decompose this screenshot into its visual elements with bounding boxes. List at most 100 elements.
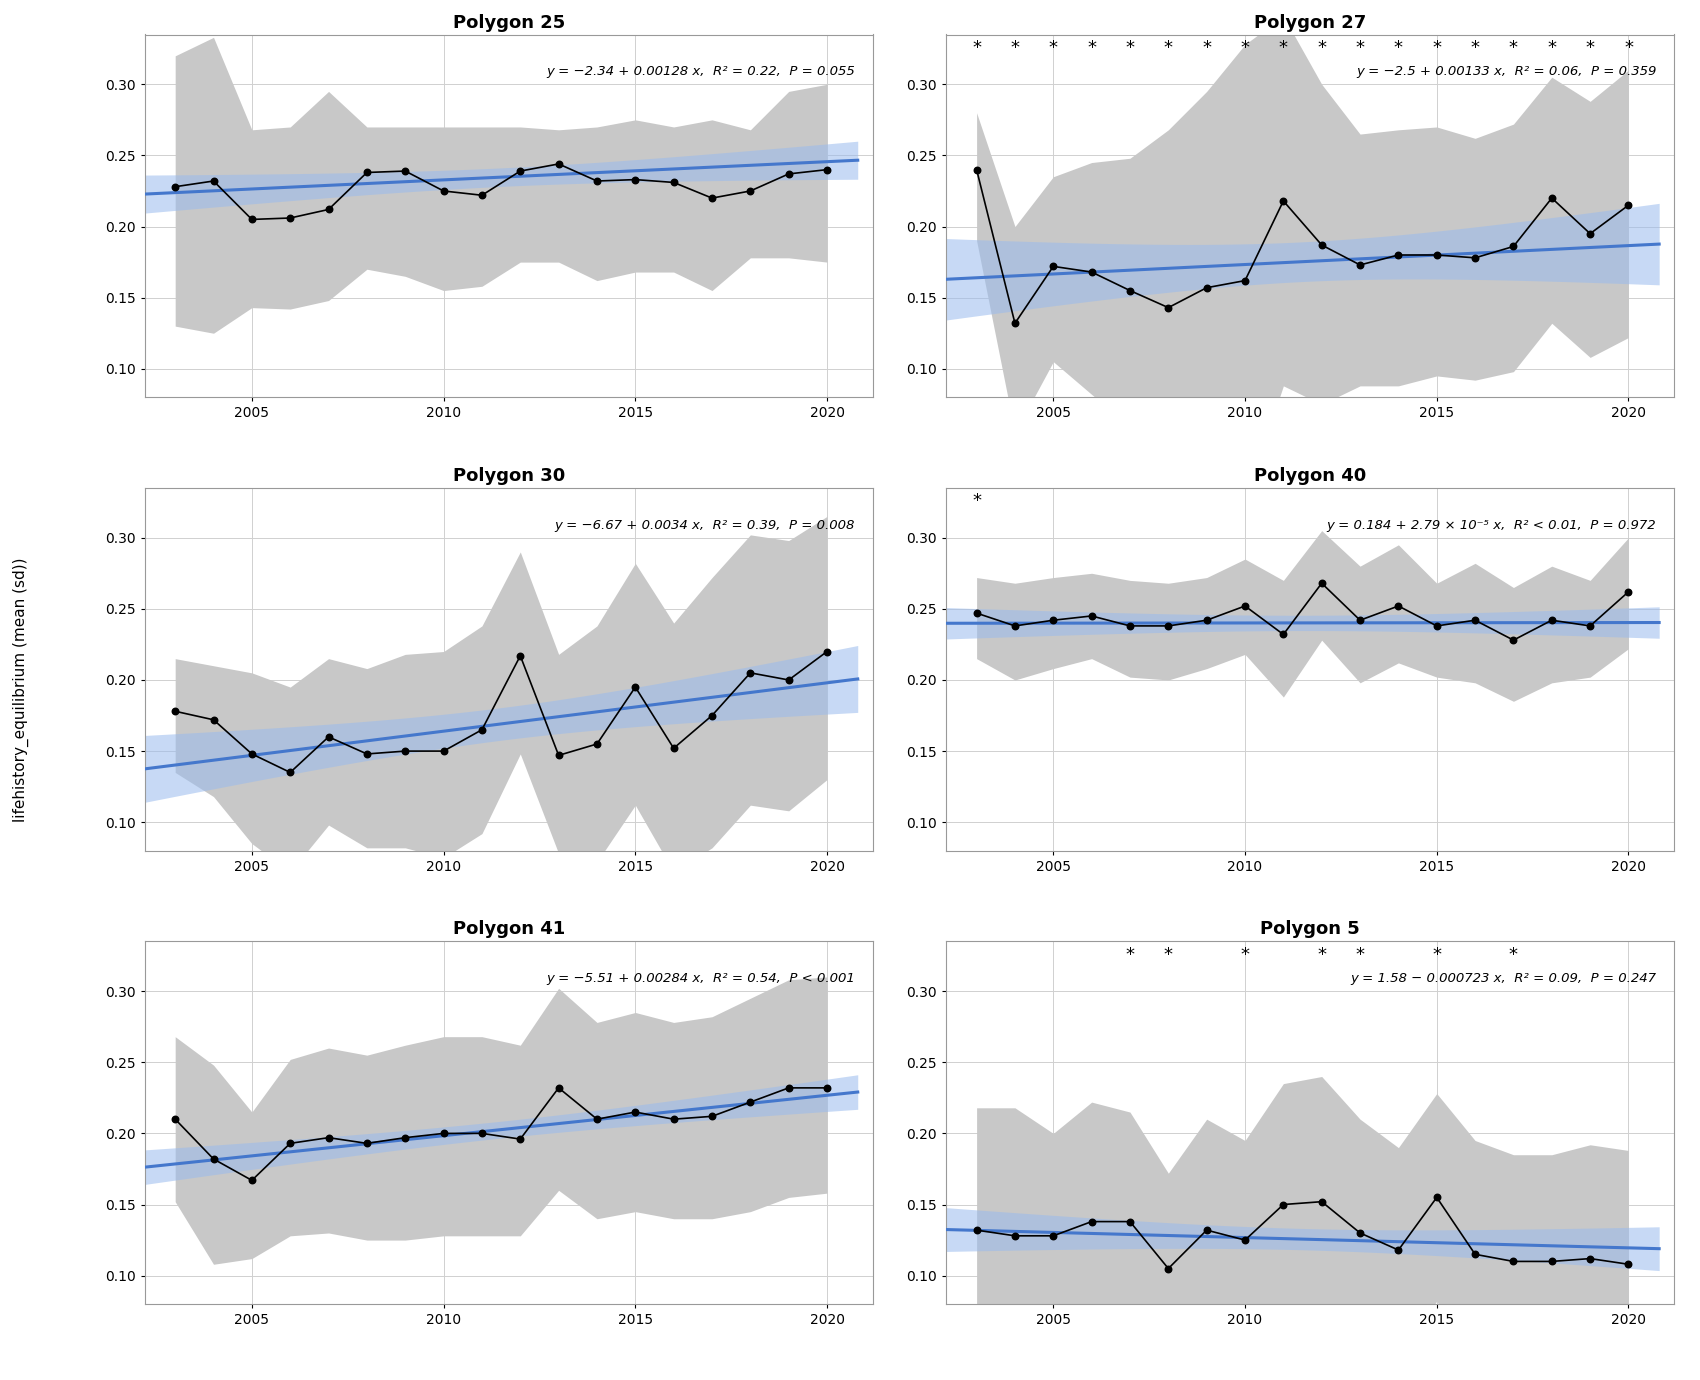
Text: *: * [1125, 945, 1134, 963]
Point [962, 1219, 989, 1241]
Point [430, 740, 457, 762]
Point [1154, 297, 1182, 319]
Point [238, 208, 265, 230]
Point [1040, 609, 1068, 631]
Text: y = −2.5 + 0.00133 x,  R² = 0.06,  P = 0.359: y = −2.5 + 0.00133 x, R² = 0.06, P = 0.3… [1357, 65, 1656, 79]
Title: Polygon 30: Polygon 30 [452, 466, 564, 484]
Point [162, 1108, 189, 1130]
Point [277, 762, 304, 784]
Point [314, 726, 342, 748]
Point [1615, 581, 1642, 603]
Point [1386, 1239, 1413, 1261]
Point [699, 188, 726, 210]
Text: *: * [1470, 39, 1479, 57]
Text: *: * [1586, 39, 1595, 57]
Point [1193, 609, 1221, 631]
Point [1270, 624, 1297, 646]
Point [962, 602, 989, 624]
Point [1001, 312, 1028, 334]
Text: *: * [1318, 39, 1326, 57]
Title: Polygon 27: Polygon 27 [1255, 14, 1367, 32]
Point [507, 644, 534, 667]
Point [468, 719, 495, 741]
Point [1270, 190, 1297, 213]
Point [277, 1133, 304, 1155]
Text: y = −2.34 + 0.00128 x,  R² = 0.22,  P = 0.055: y = −2.34 + 0.00128 x, R² = 0.22, P = 0.… [546, 65, 855, 79]
Point [546, 744, 573, 766]
Point [1193, 1219, 1221, 1241]
Point [430, 179, 457, 201]
Text: *: * [1049, 39, 1057, 57]
Point [1576, 615, 1603, 638]
Point [1576, 1248, 1603, 1270]
Point [1538, 188, 1566, 210]
Point [775, 669, 802, 691]
Point [314, 1126, 342, 1148]
Point [162, 700, 189, 722]
Text: *: * [1125, 39, 1134, 57]
Point [622, 168, 649, 190]
Point [238, 742, 265, 765]
Point [1117, 280, 1144, 302]
Point [1117, 615, 1144, 638]
Point [1423, 1187, 1450, 1209]
Text: *: * [972, 39, 981, 57]
Point [1499, 629, 1527, 651]
Point [1386, 595, 1413, 617]
Point [507, 160, 534, 182]
Point [1615, 195, 1642, 217]
Point [1193, 276, 1221, 298]
Point [1462, 247, 1489, 269]
Text: *: * [1164, 39, 1173, 57]
Text: *: * [1355, 945, 1365, 963]
Point [354, 161, 381, 184]
Point [238, 1169, 265, 1191]
Point [1462, 1243, 1489, 1265]
Point [660, 171, 687, 193]
Point [1346, 254, 1374, 276]
Point [1040, 1225, 1068, 1248]
Text: *: * [1241, 945, 1250, 963]
Point [1346, 609, 1374, 631]
Text: *: * [1278, 39, 1289, 57]
Point [162, 175, 189, 197]
Point [1001, 1225, 1028, 1248]
Point [1615, 1253, 1642, 1275]
Text: y = −6.67 + 0.0034 x,  R² = 0.39,  P = 0.008: y = −6.67 + 0.0034 x, R² = 0.39, P = 0.0… [554, 519, 855, 531]
Point [1078, 261, 1105, 283]
Text: *: * [1624, 39, 1634, 57]
Point [1386, 244, 1413, 266]
Point [736, 662, 763, 684]
Point [660, 737, 687, 759]
Point [391, 1126, 418, 1148]
Point [1231, 595, 1258, 617]
Text: y = 0.184 + 2.79 × 10⁻⁵ x,  R² < 0.01,  P = 0.972: y = 0.184 + 2.79 × 10⁻⁵ x, R² < 0.01, P … [1326, 519, 1656, 531]
Point [1499, 236, 1527, 258]
Point [507, 1127, 534, 1150]
Text: *: * [1010, 39, 1020, 57]
Point [1040, 255, 1068, 277]
Point [962, 159, 989, 181]
Point [1307, 573, 1334, 595]
Point [546, 1076, 573, 1098]
Text: *: * [1394, 39, 1402, 57]
Text: *: * [1433, 945, 1442, 963]
Point [1538, 1250, 1566, 1272]
Point [314, 199, 342, 221]
Point [736, 179, 763, 201]
Title: Polygon 40: Polygon 40 [1255, 466, 1367, 484]
Text: *: * [1355, 39, 1365, 57]
Point [583, 170, 610, 192]
Point [775, 1076, 802, 1098]
Point [622, 1101, 649, 1123]
Point [1576, 222, 1603, 244]
Point [699, 1105, 726, 1127]
Point [1117, 1210, 1144, 1232]
Point [1423, 244, 1450, 266]
Point [468, 184, 495, 206]
Text: y = 1.58 − 0.000723 x,  R² = 0.09,  P = 0.247: y = 1.58 − 0.000723 x, R² = 0.09, P = 0.… [1350, 972, 1656, 985]
Text: *: * [1086, 39, 1096, 57]
Point [354, 1133, 381, 1155]
Text: *: * [1318, 945, 1326, 963]
Point [201, 709, 228, 731]
